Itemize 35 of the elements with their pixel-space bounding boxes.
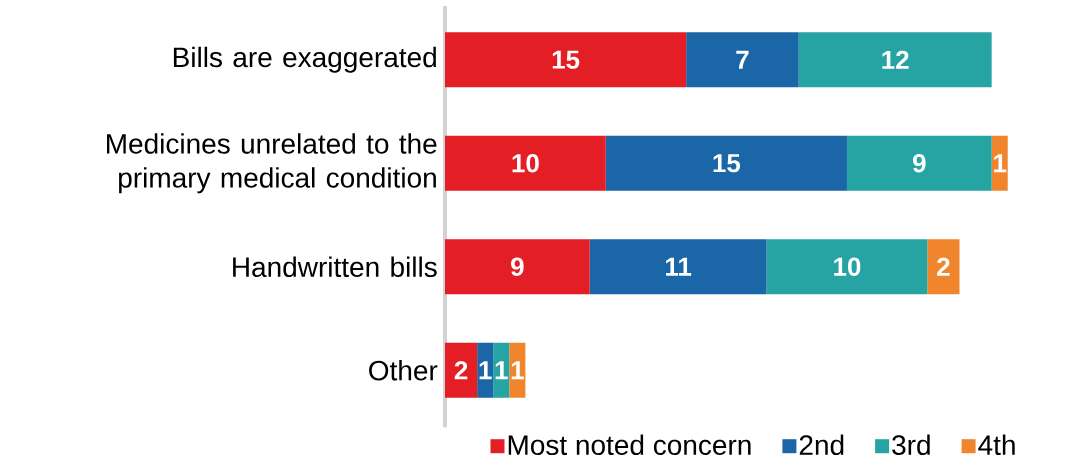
data-label: 10 [512,154,539,173]
legend-label: 2nd [799,434,844,456]
bar [686,32,799,88]
legend-label: 4th [978,434,1015,455]
data-label: 12 [882,50,909,69]
bar [589,239,767,295]
legend-label: Most noted concern [508,434,751,456]
bar [445,135,606,191]
y-tick-label: Other [369,359,438,381]
bar [445,239,590,295]
data-label: 9 [912,154,926,173]
bar [846,135,992,191]
bar [445,32,687,88]
bar [766,239,928,295]
data-label: 1 [479,361,492,380]
data-label: 2 [454,361,468,380]
data-label: 15 [552,50,580,69]
data-label: 11 [666,257,692,276]
bar [991,135,1008,191]
y-tick-label: Bills are exaggerated [173,46,436,73]
data-label: 1 [495,361,508,380]
bar [445,342,478,398]
data-label: 10 [834,257,861,276]
y-tick-label: Medicines unrelated to the primary medical condition [107,133,437,194]
data-label: 7 [736,50,749,69]
data-label: 1 [994,154,1007,173]
data-label: 9 [511,257,524,276]
legend-label: 3rd [892,434,930,456]
bar [798,32,992,88]
y-tick-label: Handwritten bills [233,256,437,278]
data-label: 1 [511,361,524,380]
data-label: 15 [713,154,741,173]
bar [927,239,960,295]
bar [605,135,847,191]
data-label: 2 [937,257,950,276]
